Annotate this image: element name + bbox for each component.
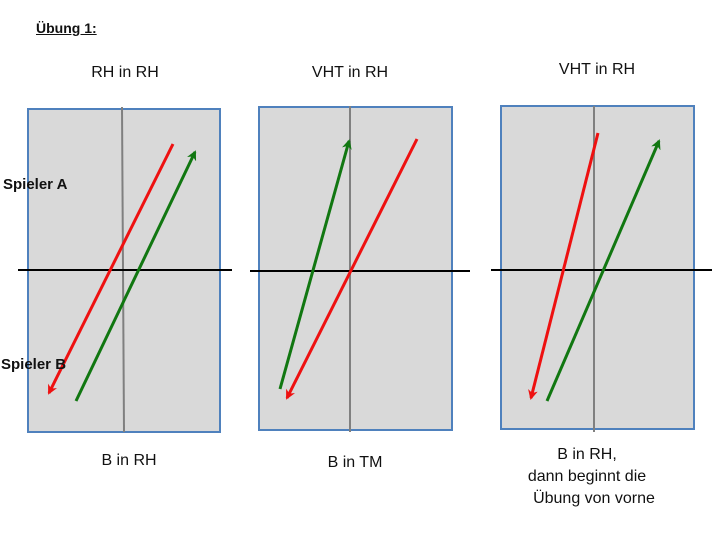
panel-2-heading: VHT in RH	[311, 64, 389, 81]
red-arrow	[285, 138, 419, 400]
caption-line: Übung von vorne	[533, 490, 655, 507]
player-b-label: Spieler B	[1, 356, 67, 373]
table-surface	[500, 105, 695, 430]
exercise-title: Übung 1:	[36, 20, 97, 36]
table-surface	[258, 106, 453, 431]
panel-1-heading: RH in RH	[91, 64, 159, 81]
green-arrow	[545, 139, 661, 402]
table-panel-1	[18, 106, 232, 433]
panel-3-caption: B in RH, dann beginnt die Übung von vorn…	[477, 444, 697, 510]
red-arrow	[528, 132, 600, 400]
panel-2-caption: B in TM	[245, 452, 465, 474]
player-a-label: Spieler A	[3, 176, 68, 193]
caption-line: B in TM	[327, 454, 383, 471]
table-panel-2	[250, 106, 470, 432]
caption-line: dann beginnt die	[527, 468, 647, 485]
green-arrow	[278, 139, 352, 390]
panel-3-heading: VHT in RH	[558, 61, 636, 78]
red-arrow	[47, 143, 175, 395]
green-arrow	[74, 150, 197, 402]
caption-line: B in RH,	[557, 446, 617, 463]
caption-line: B in RH	[101, 452, 157, 469]
panel-1-caption: B in RH	[19, 450, 239, 472]
table-panel-3	[491, 105, 712, 432]
